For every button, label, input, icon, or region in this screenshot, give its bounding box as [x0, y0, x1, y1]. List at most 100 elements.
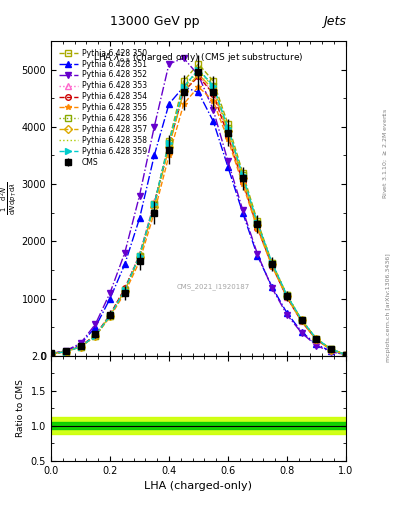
Pythia 6.428 350	[49, 351, 53, 357]
Pythia 6.428 358	[314, 336, 319, 343]
Pythia 6.428 358	[182, 85, 186, 91]
Line: Pythia 6.428 359: Pythia 6.428 359	[48, 67, 349, 357]
Pythia 6.428 355	[226, 136, 230, 142]
Pythia 6.428 354	[241, 179, 245, 185]
Pythia 6.428 356	[78, 344, 83, 350]
Pythia 6.428 358	[255, 221, 260, 227]
Pythia 6.428 353	[167, 141, 171, 147]
Pythia 6.428 359	[152, 201, 156, 207]
Pythia 6.428 357	[108, 313, 112, 319]
Legend: Pythia 6.428 350, Pythia 6.428 351, Pythia 6.428 352, Pythia 6.428 353, Pythia 6: Pythia 6.428 350, Pythia 6.428 351, Pyth…	[55, 45, 151, 170]
Pythia 6.428 357	[241, 175, 245, 181]
Pythia 6.428 355	[49, 351, 53, 357]
Pythia 6.428 359	[270, 260, 275, 266]
Pythia 6.428 358	[299, 317, 304, 324]
Pythia 6.428 357	[314, 336, 319, 343]
Pythia 6.428 350	[226, 121, 230, 127]
Pythia 6.428 358	[137, 252, 142, 259]
Pythia 6.428 350	[93, 333, 98, 339]
Pythia 6.428 357	[137, 254, 142, 261]
Pythia 6.428 354	[64, 349, 68, 355]
Pythia 6.428 357	[285, 293, 289, 300]
Pythia 6.428 357	[78, 344, 83, 350]
Pythia 6.428 354	[167, 142, 171, 148]
Pythia 6.428 355	[137, 258, 142, 264]
Line: Pythia 6.428 353: Pythia 6.428 353	[48, 73, 349, 357]
Pythia 6.428 355	[270, 264, 275, 270]
Pythia 6.428 352	[137, 193, 142, 199]
Pythia 6.428 351	[226, 164, 230, 170]
Pythia 6.428 352	[255, 251, 260, 257]
Pythia 6.428 356	[123, 287, 127, 293]
Pythia 6.428 352	[182, 55, 186, 61]
Pythia 6.428 356	[49, 351, 53, 357]
Pythia 6.428 350	[64, 349, 68, 355]
Pythia 6.428 356	[270, 260, 275, 266]
Pythia 6.428 355	[64, 349, 68, 355]
Pythia 6.428 350	[78, 344, 83, 350]
Pythia 6.428 355	[285, 294, 289, 301]
Pythia 6.428 351	[167, 101, 171, 107]
Pythia 6.428 359	[285, 292, 289, 298]
Pythia 6.428 359	[167, 140, 171, 146]
Pythia 6.428 356	[108, 313, 112, 319]
Pythia 6.428 351	[270, 284, 275, 290]
Pythia 6.428 350	[314, 335, 319, 342]
Pythia 6.428 351	[299, 329, 304, 335]
Pythia 6.428 350	[167, 138, 171, 144]
Pythia 6.428 358	[108, 313, 112, 319]
Pythia 6.428 357	[329, 347, 333, 353]
Pythia 6.428 353	[314, 337, 319, 343]
Pythia 6.428 351	[49, 351, 53, 357]
Pythia 6.428 351	[343, 352, 348, 358]
Pythia 6.428 356	[299, 317, 304, 323]
Pythia 6.428 354	[93, 332, 98, 338]
Pythia 6.428 351	[329, 348, 333, 354]
Pythia 6.428 352	[314, 343, 319, 349]
Pythia 6.428 353	[255, 224, 260, 230]
Pythia 6.428 350	[196, 61, 201, 67]
Line: Pythia 6.428 356: Pythia 6.428 356	[48, 67, 349, 357]
Text: Jets: Jets	[323, 15, 346, 28]
Pythia 6.428 356	[64, 349, 68, 355]
Text: CMS_2021_I1920187: CMS_2021_I1920187	[176, 283, 250, 290]
Pythia 6.428 359	[182, 83, 186, 90]
Pythia 6.428 355	[299, 318, 304, 325]
Pythia 6.428 352	[108, 290, 112, 296]
Pythia 6.428 358	[123, 287, 127, 293]
Pythia 6.428 351	[137, 216, 142, 222]
Pythia 6.428 350	[285, 292, 289, 298]
Pythia 6.428 353	[123, 285, 127, 291]
Pythia 6.428 351	[241, 209, 245, 216]
Pythia 6.428 352	[152, 124, 156, 130]
Pythia 6.428 353	[78, 343, 83, 349]
Pythia 6.428 356	[343, 352, 348, 358]
Pythia 6.428 353	[196, 72, 201, 78]
Pythia 6.428 353	[285, 294, 289, 301]
Pythia 6.428 354	[270, 263, 275, 269]
Pythia 6.428 353	[93, 332, 98, 338]
Pythia 6.428 355	[93, 333, 98, 339]
Pythia 6.428 354	[78, 343, 83, 349]
Pythia 6.428 351	[196, 90, 201, 96]
Pythia 6.428 358	[226, 126, 230, 132]
Pythia 6.428 350	[270, 260, 275, 266]
Pythia 6.428 358	[211, 83, 216, 90]
Pythia 6.428 356	[226, 125, 230, 131]
Pythia 6.428 352	[270, 285, 275, 291]
Pythia 6.428 355	[78, 344, 83, 350]
Pythia 6.428 355	[255, 226, 260, 232]
Pythia 6.428 359	[78, 344, 83, 350]
Pythia 6.428 354	[226, 133, 230, 139]
Pythia 6.428 354	[255, 225, 260, 231]
Pythia 6.428 357	[299, 317, 304, 324]
Pythia 6.428 354	[49, 351, 53, 357]
Pythia 6.428 359	[93, 333, 98, 339]
Line: Pythia 6.428 351: Pythia 6.428 351	[48, 84, 349, 357]
Pythia 6.428 354	[299, 318, 304, 325]
Pythia 6.428 359	[241, 173, 245, 179]
Pythia 6.428 353	[152, 199, 156, 205]
Pythia 6.428 357	[211, 87, 216, 93]
Pythia 6.428 353	[182, 87, 186, 93]
Pythia 6.428 358	[152, 202, 156, 208]
